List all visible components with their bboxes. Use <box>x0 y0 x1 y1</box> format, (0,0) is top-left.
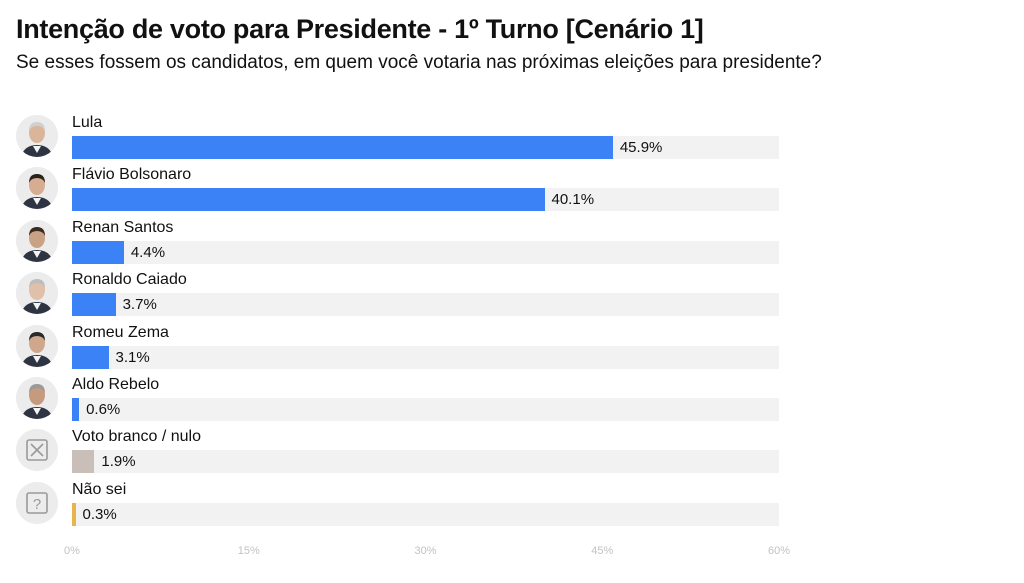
chart-subtitle: Se esses fossem os candidatos, em quem v… <box>16 52 822 73</box>
value-label: 0.6% <box>86 401 121 418</box>
bar <box>72 450 95 474</box>
bar-track <box>72 398 779 421</box>
value-label: 3.1% <box>115 348 150 366</box>
category-label: Ronaldo Caiado <box>72 271 187 289</box>
category-label: Aldo Rebelo <box>72 376 160 393</box>
candidate-avatar <box>16 377 58 419</box>
svg-text:?: ? <box>33 496 41 513</box>
category-label: Voto branco / nulo <box>72 428 201 446</box>
bar-track <box>72 502 779 526</box>
value-label: 0.3% <box>82 505 117 523</box>
chart-title: Intenção de voto para Presidente - 1º Tu… <box>16 14 704 44</box>
bar-row: Ronaldo Caiado 3.7% <box>0 271 1024 323</box>
bar-row: Renan Santos 4.4% <box>0 219 1024 271</box>
value-label: 3.7% <box>122 296 157 314</box>
bar-track <box>72 450 779 474</box>
x-tick-label: 60% <box>767 545 791 557</box>
bar-track <box>72 240 779 264</box>
x-tick-label: 45% <box>591 545 614 557</box>
bar <box>72 188 545 212</box>
bar <box>72 240 124 264</box>
bar-track <box>72 293 779 317</box>
candidate-avatar <box>16 272 58 315</box>
bar-track <box>72 136 779 159</box>
value-label: 4.4% <box>130 243 166 261</box>
bar <box>72 502 76 526</box>
value-label: 40.1% <box>551 191 595 209</box>
value-label: 1.9% <box>101 453 136 471</box>
question-box-icon: ? <box>16 481 58 524</box>
bar-row: Flávio Bolsonaro 40.1% <box>0 166 1024 218</box>
bar-row: Lula 45.9% <box>0 114 1024 166</box>
bar-row: Romeu Zema 3.1% <box>0 324 1024 376</box>
x-tick-label: 15% <box>237 545 260 557</box>
bar-track <box>72 188 779 212</box>
bar <box>72 345 109 369</box>
value-label: 45.9% <box>619 139 663 156</box>
bar-row: Aldo Rebelo 0.6% <box>0 376 1024 428</box>
category-label: Renan Santos <box>72 218 174 236</box>
x-tick-label: 0% <box>64 545 80 557</box>
candidate-avatar <box>16 219 58 262</box>
candidate-avatar <box>16 115 58 157</box>
bar <box>72 398 80 421</box>
x-box-icon <box>16 429 58 472</box>
bar <box>72 136 613 159</box>
x-tick-label: 30% <box>414 545 437 557</box>
category-label: Romeu Zema <box>72 323 169 341</box>
bar-row: Voto branco / nulo 1.9% <box>0 428 1024 480</box>
category-label: Flávio Bolsonaro <box>72 166 192 184</box>
category-label: Não sei <box>72 480 127 498</box>
candidate-avatar <box>16 324 58 367</box>
candidate-avatar <box>16 167 58 210</box>
bar-row: ? Não sei 0.3% <box>0 481 1024 533</box>
bar <box>72 293 116 317</box>
category-label: Lula <box>72 114 103 131</box>
bar-track <box>72 345 779 369</box>
